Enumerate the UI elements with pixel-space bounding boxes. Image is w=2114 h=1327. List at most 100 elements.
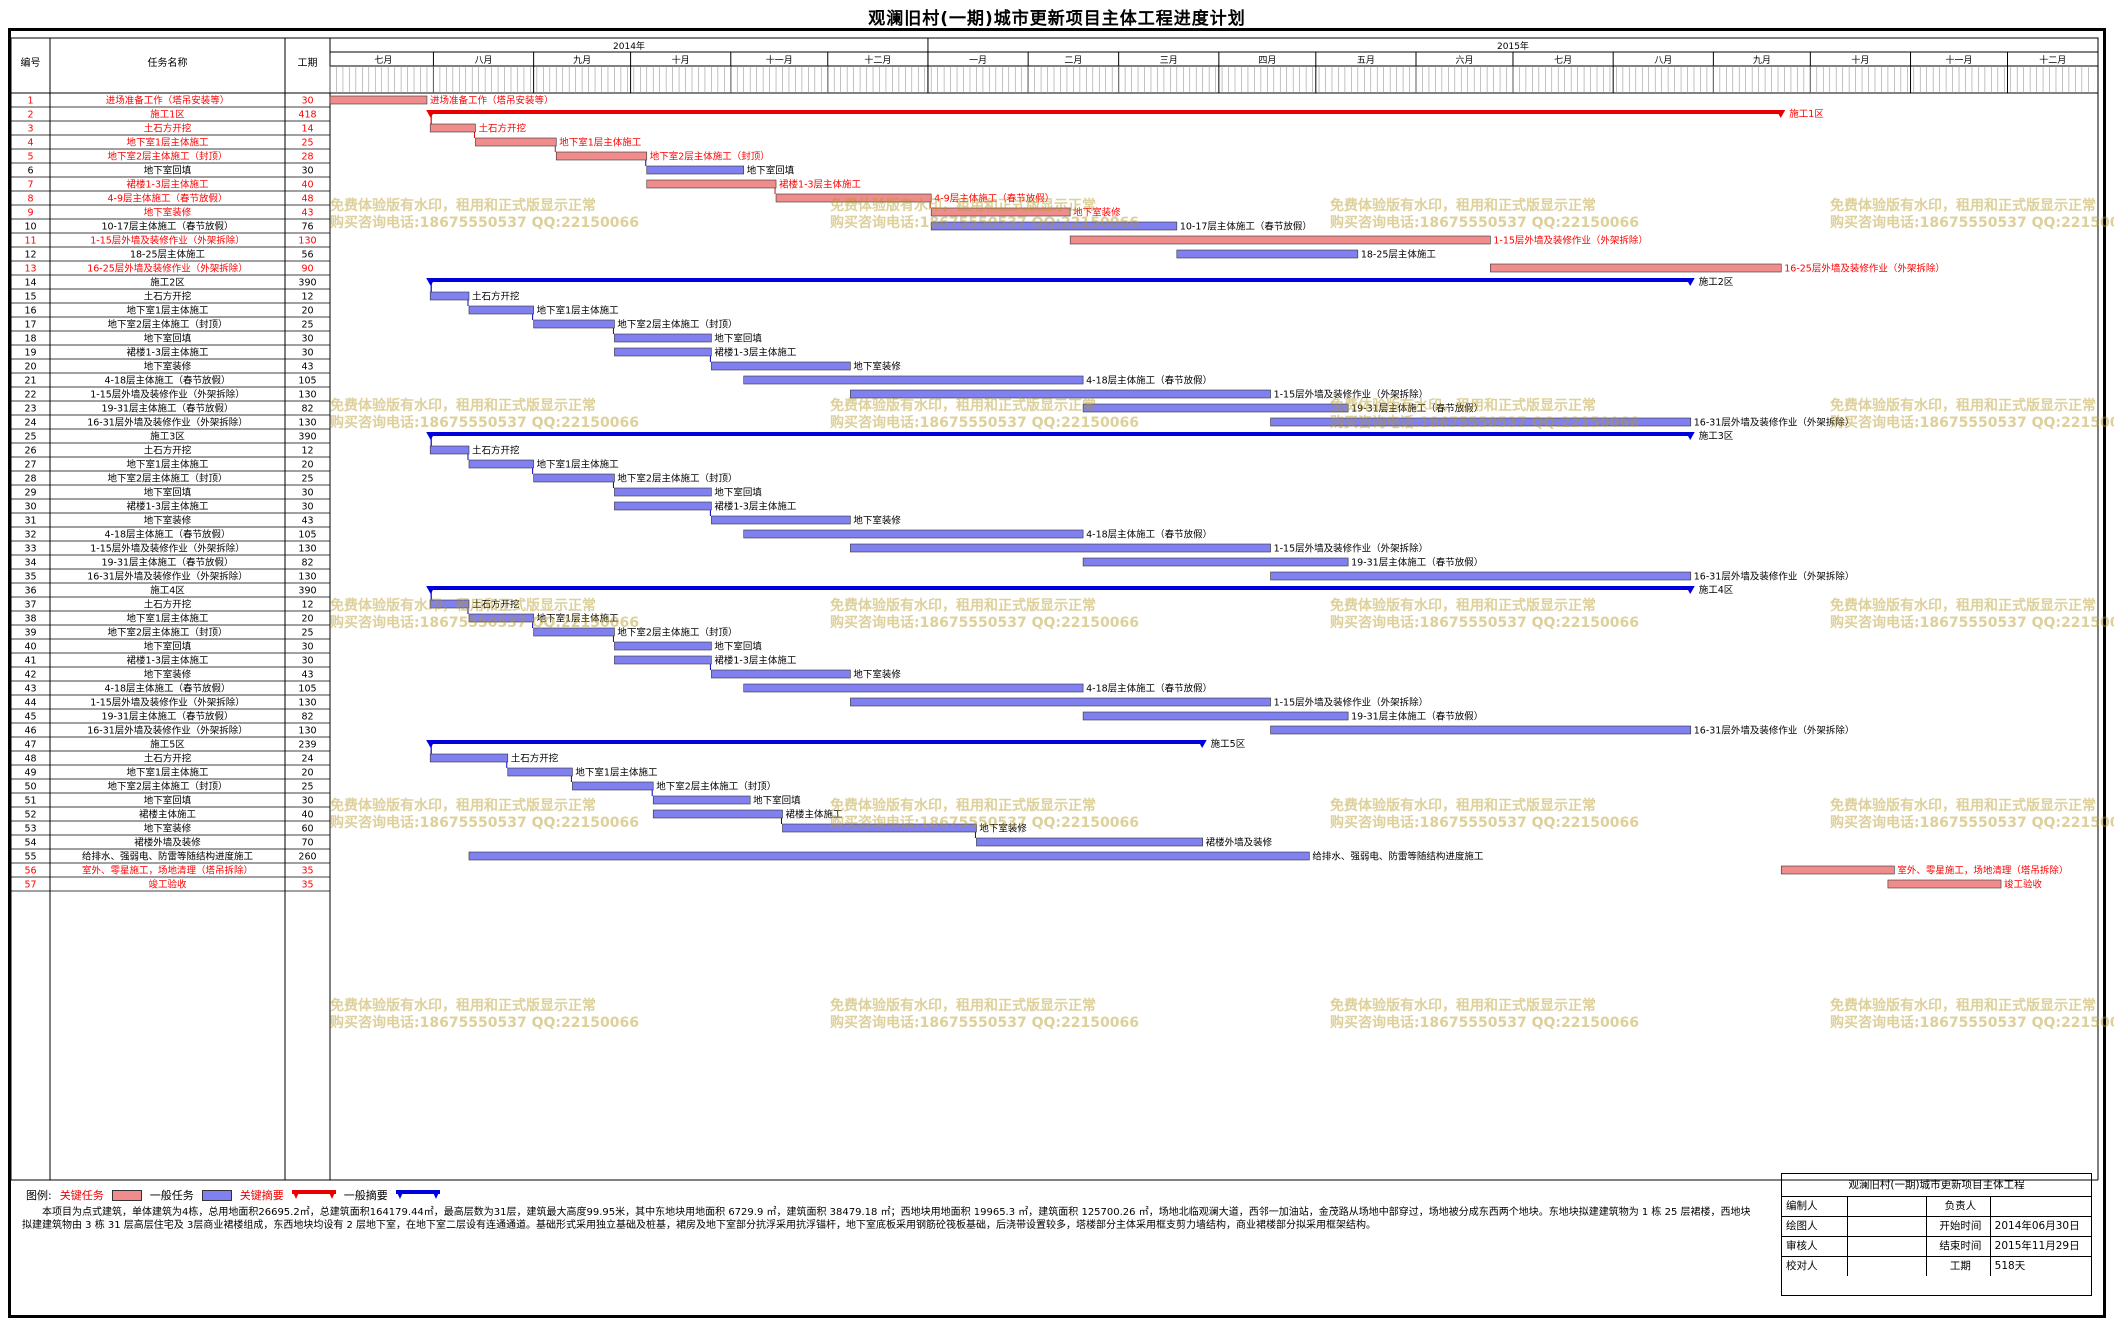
task-id: 7 xyxy=(27,180,33,191)
task-bar xyxy=(329,95,428,105)
task-bar xyxy=(468,305,534,315)
bar-label: 地下室2层主体施工（封顶） xyxy=(617,319,737,331)
month-label: 七月 xyxy=(1554,55,1572,66)
bar-label: 19-31层主体施工（春节放假） xyxy=(1351,711,1483,723)
task-name: 地下室1层主体施工 xyxy=(126,137,209,149)
task-id: 2 xyxy=(27,110,33,121)
task-name: 1-15层外墙及装修作业（外架拆除） xyxy=(90,543,245,555)
task-bar xyxy=(711,669,851,679)
bar-label: 土石方开挖 xyxy=(472,291,520,303)
task-id: 26 xyxy=(24,446,36,457)
task-name: 施工4区 xyxy=(150,585,185,597)
task-id: 32 xyxy=(24,530,36,541)
legend-critical-summary-swatch xyxy=(291,1190,336,1199)
task-name: 进场准备工作（塔吊安装等） xyxy=(106,95,230,107)
task-bar xyxy=(646,165,745,175)
task-id: 50 xyxy=(24,782,36,793)
task-bar xyxy=(1270,571,1692,581)
task-bar xyxy=(1780,865,1895,875)
tb-label: 绘图人 xyxy=(1782,1217,1848,1236)
month-label: 二月 xyxy=(1064,55,1082,66)
task-id: 43 xyxy=(24,684,36,695)
task-bar xyxy=(533,627,615,637)
task-duration: 130 xyxy=(298,572,316,583)
task-id: 38 xyxy=(24,614,36,625)
task-id: 49 xyxy=(24,768,36,779)
task-id: 4 xyxy=(27,138,33,149)
bar-label: 地下室装修 xyxy=(853,361,901,373)
task-id: 8 xyxy=(27,194,33,205)
task-id: 22 xyxy=(24,390,36,401)
month-label: 十一月 xyxy=(1946,54,1973,66)
task-name: 地下室回填 xyxy=(144,333,192,345)
task-id: 20 xyxy=(24,362,36,373)
task-bar xyxy=(652,809,783,819)
task-bar xyxy=(614,347,712,357)
task-duration: 82 xyxy=(301,558,313,569)
bar-label: 给排水、强弱电、防雷等随结构进度施工 xyxy=(1312,851,1484,863)
task-name: 地下室回填 xyxy=(144,641,192,653)
year-label: 2015年 xyxy=(1497,40,1529,52)
task-name: 19-31层主体施工（春节放假） xyxy=(101,403,233,415)
bar-label: 地下室1层主体施工 xyxy=(537,459,620,471)
summary-end-marker xyxy=(1685,586,1695,594)
task-duration: 30 xyxy=(301,348,313,359)
task-id: 40 xyxy=(24,642,36,653)
task-duration: 30 xyxy=(301,642,313,653)
task-name: 施工2区 xyxy=(150,277,185,289)
month-label: 十二月 xyxy=(2039,54,2066,66)
task-name: 地下室1层主体施工 xyxy=(126,613,209,625)
bar-label: 地下室2层主体施工（封顶） xyxy=(656,781,776,793)
task-id: 23 xyxy=(24,404,36,415)
task-bar xyxy=(743,683,1084,693)
task-duration: 30 xyxy=(301,796,313,807)
bar-label: 地下室回填 xyxy=(747,165,795,177)
summary-bar xyxy=(430,278,1691,282)
month-label: 十月 xyxy=(672,54,690,66)
task-id: 52 xyxy=(24,810,36,821)
project-description: 本项目为点式建筑，单体建筑为4栋，总用地面积26695.2㎡，总建筑面积1641… xyxy=(22,1207,1751,1231)
task-id: 46 xyxy=(24,726,36,737)
task-id: 42 xyxy=(24,670,36,681)
task-bar xyxy=(468,613,534,623)
bar-label: 裙楼1-3层主体施工 xyxy=(714,501,797,513)
bar-label: 地下室装修 xyxy=(853,515,901,527)
task-bar xyxy=(652,795,751,805)
tb-value: 2014年06月30日 xyxy=(1994,1220,2080,1232)
bar-label: 土石方开挖 xyxy=(478,123,526,135)
task-name: 地下室回填 xyxy=(144,165,192,177)
task-name: 16-31层外墙及装修作业（外架拆除） xyxy=(87,417,248,429)
task-duration: 12 xyxy=(301,446,313,457)
summary-bar xyxy=(430,586,1691,590)
bar-label: 4-18层主体施工（春节放假） xyxy=(1086,529,1212,541)
task-name: 地下室2层主体施工（封顶） xyxy=(107,627,227,639)
bar-label: 地下室装修 xyxy=(853,669,901,681)
task-bar xyxy=(533,319,615,329)
task-duration: 130 xyxy=(298,418,316,429)
task-duration: 105 xyxy=(298,684,316,695)
bar-label: 地下室装修 xyxy=(1073,207,1121,219)
task-name: 1-15层外墙及装修作业（外架拆除） xyxy=(90,389,245,401)
task-duration: 105 xyxy=(298,376,316,387)
legend-critical-summary-label: 关键摘要 xyxy=(239,1189,284,1202)
bar-label: 1-15层外墙及装修作业（外架拆除） xyxy=(1274,697,1429,709)
bar-label: 19-31层主体施工（春节放假） xyxy=(1351,557,1483,569)
task-bar xyxy=(614,333,712,343)
task-bar xyxy=(533,473,615,483)
bar-label: 裙楼1-3层主体施工 xyxy=(714,347,797,359)
task-bar xyxy=(930,221,1178,231)
summary-bar xyxy=(430,110,1782,114)
task-duration: 30 xyxy=(301,166,313,177)
task-bar xyxy=(646,179,777,189)
task-bar xyxy=(614,501,712,511)
month-label: 三月 xyxy=(1160,55,1178,66)
task-duration: 30 xyxy=(301,656,313,667)
task-duration: 35 xyxy=(301,866,313,877)
bar-label: 18-25层主体施工 xyxy=(1361,249,1437,261)
task-duration: 130 xyxy=(298,698,316,709)
title-block-row: 校对人 工期 518天 xyxy=(1782,1257,2091,1276)
bar-label: 裙楼1-3层主体施工 xyxy=(714,655,797,667)
task-duration: 105 xyxy=(298,530,316,541)
task-id: 12 xyxy=(24,250,36,261)
task-duration: 35 xyxy=(301,880,313,891)
